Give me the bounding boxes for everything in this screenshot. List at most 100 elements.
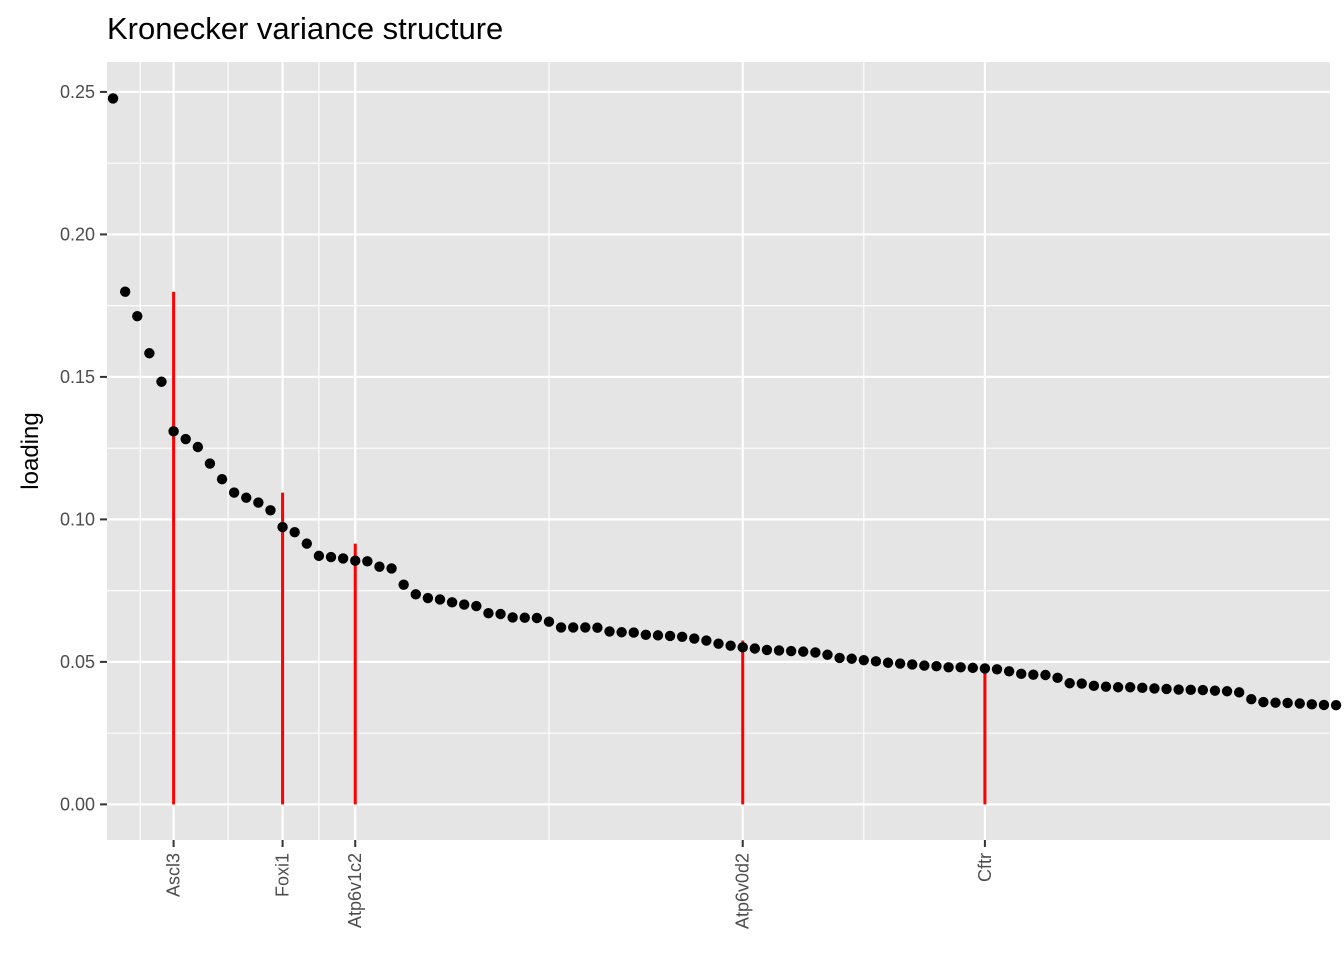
x-axis: Ascl3 Foxi1 Atp6v1c2 Atp6v0d2 Cftr [164, 840, 995, 929]
data-point [810, 647, 821, 658]
data-point [858, 654, 870, 666]
data-point [1161, 683, 1172, 695]
data-point [652, 630, 664, 641]
data-point [471, 600, 482, 612]
data-point [931, 660, 942, 672]
data-point [434, 594, 446, 605]
data-point [1088, 680, 1100, 692]
data-point [507, 612, 518, 623]
data-point [1233, 687, 1245, 698]
data-point [943, 662, 954, 673]
data-point [289, 527, 300, 538]
data-point [628, 627, 639, 638]
data-point [459, 599, 470, 610]
data-point [870, 656, 882, 667]
data-point [132, 311, 143, 322]
data-point [156, 376, 167, 387]
data-point [1076, 678, 1087, 689]
data-point [241, 492, 252, 503]
data-point [1282, 697, 1293, 709]
data-point [350, 555, 361, 566]
data-point [362, 556, 373, 567]
data-point [1173, 684, 1184, 695]
data-point [1330, 700, 1342, 711]
data-point [1112, 682, 1124, 693]
data-point [676, 631, 688, 643]
data-point [1064, 678, 1075, 689]
data-point [1052, 672, 1063, 684]
y-tick-label: 0.15 [60, 367, 95, 387]
y-axis: 0.00 0.05 0.10 0.15 0.20 0.25 [60, 82, 107, 814]
data-point [1270, 697, 1281, 708]
data-point [144, 348, 155, 359]
data-point [1258, 696, 1269, 708]
data-point [894, 658, 906, 669]
data-point [604, 626, 615, 637]
data-point [798, 646, 809, 657]
data-point [749, 643, 761, 654]
data-point [446, 597, 458, 608]
data-point [1149, 683, 1160, 694]
data-point [1197, 684, 1209, 696]
data-point [1040, 669, 1051, 681]
y-tick-label: 0.00 [60, 794, 95, 814]
data-point [1028, 669, 1039, 680]
data-point [822, 649, 833, 660]
data-point [1125, 682, 1136, 693]
data-point [664, 630, 676, 642]
data-point [1209, 685, 1221, 696]
y-tick-label: 0.10 [60, 509, 95, 529]
data-point [1100, 681, 1112, 692]
data-point [1246, 694, 1257, 705]
data-point [180, 433, 191, 445]
data-point [689, 633, 700, 644]
data-point [640, 629, 652, 641]
data-point [531, 612, 543, 624]
data-point [919, 660, 930, 671]
data-point [216, 474, 228, 485]
data-point [701, 635, 712, 646]
x-tick-label-atp6v1c2: Atp6v1c2 [345, 853, 365, 928]
data-point [168, 426, 179, 437]
data-point [773, 645, 785, 656]
plot-panel [107, 62, 1330, 840]
data-point [119, 286, 131, 297]
data-point [301, 538, 312, 549]
x-tick-label-cftr: Cftr [975, 853, 995, 882]
data-point [979, 663, 991, 674]
data-point [1137, 682, 1148, 694]
data-point [519, 612, 530, 623]
highlight-stems [172, 291, 987, 805]
data-points [107, 93, 1342, 711]
data-point [107, 93, 119, 104]
data-point [483, 607, 494, 619]
data-point [192, 441, 204, 453]
data-point [374, 561, 385, 572]
data-point [737, 642, 748, 653]
data-point [991, 664, 1003, 675]
data-point [907, 659, 918, 670]
data-point [567, 622, 579, 633]
x-tick-label-atp6v0d2: Atp6v0d2 [733, 853, 753, 929]
data-point [882, 657, 894, 668]
data-point [398, 579, 409, 590]
data-point [1221, 686, 1233, 697]
data-point [277, 521, 288, 533]
data-point [967, 662, 978, 674]
data-point [725, 640, 736, 651]
data-point [422, 592, 434, 604]
data-point [1318, 699, 1330, 711]
x-tick-label-ascl3: Ascl3 [164, 853, 184, 897]
y-axis-label: loading [17, 412, 44, 489]
y-tick-label: 0.25 [60, 82, 95, 102]
minor-gridlines [107, 62, 1330, 840]
data-point [616, 627, 627, 638]
y-tick-label: 0.20 [60, 224, 95, 244]
data-point [325, 551, 337, 563]
data-point [495, 608, 506, 620]
data-point [955, 662, 966, 673]
data-point [1185, 684, 1196, 696]
data-point [846, 653, 857, 664]
data-point [834, 652, 845, 664]
